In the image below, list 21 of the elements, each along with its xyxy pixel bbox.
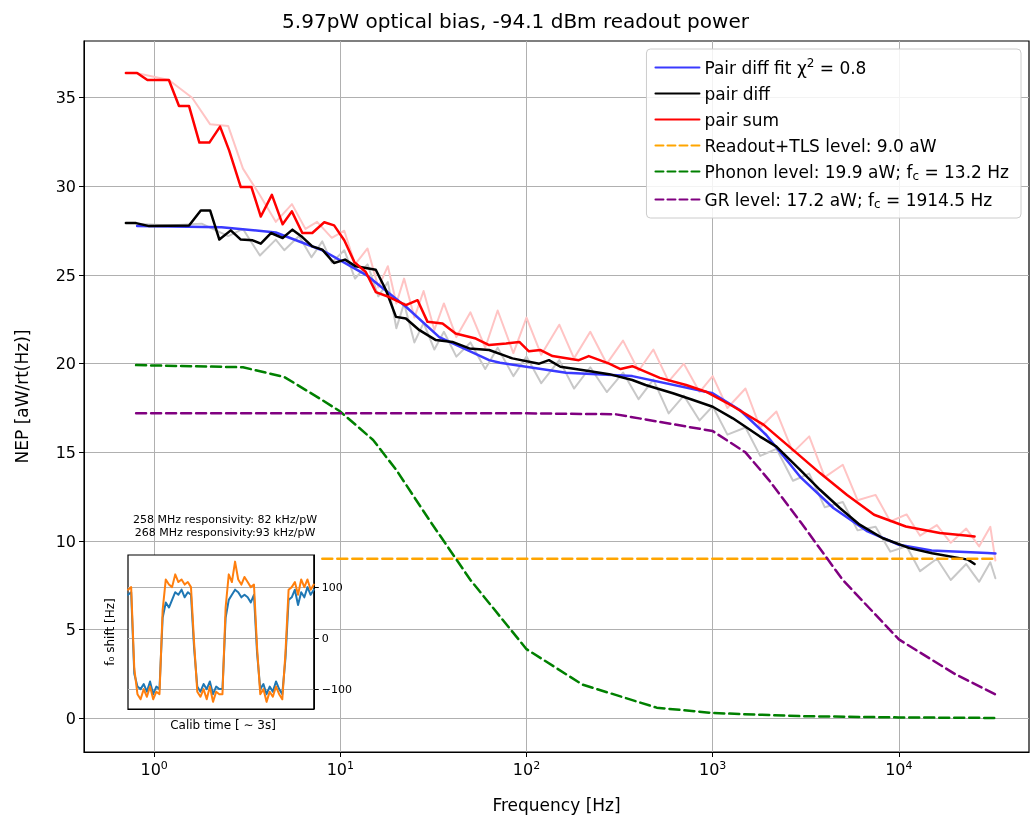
y-tick-label: 35 (55, 88, 76, 108)
chart-subtitle: 268 MHz responsivity:93 kHz/pW (134, 526, 316, 539)
y-tick-label: 0 (321, 631, 329, 645)
y-tick-label: 15 (55, 442, 76, 462)
y-tick-label: 30 (55, 176, 76, 196)
y-axis-title: NEP [aW/rt(Hz)] (12, 329, 32, 464)
y-tick-label: 5 (65, 620, 76, 640)
y-tick-label: −100 (321, 682, 353, 696)
y-tick-label: 10 (55, 531, 76, 551)
y-tick-label: 25 (55, 265, 76, 285)
legend-label: Readout+TLS level: 9.0 aW (704, 135, 937, 156)
y-axis-title: f₀ shift [Hz] (103, 598, 117, 666)
chart-title: 258 MHz responsivity: 82 kHz/pW (132, 513, 318, 526)
y-tick-label: 100 (321, 580, 343, 594)
x-axis-title: Calib time [ ∼ 3s] (170, 718, 276, 732)
y-tick-label: 20 (55, 354, 76, 374)
x-axis-title: Frequency [Hz] (492, 795, 621, 815)
y-tick-label: 0 (65, 708, 76, 728)
legend-label: pair diff (704, 83, 772, 104)
chart-title: 5.97pW optical bias, -94.1 dBm readout power (282, 9, 750, 33)
legend-label: pair sum (704, 109, 779, 130)
